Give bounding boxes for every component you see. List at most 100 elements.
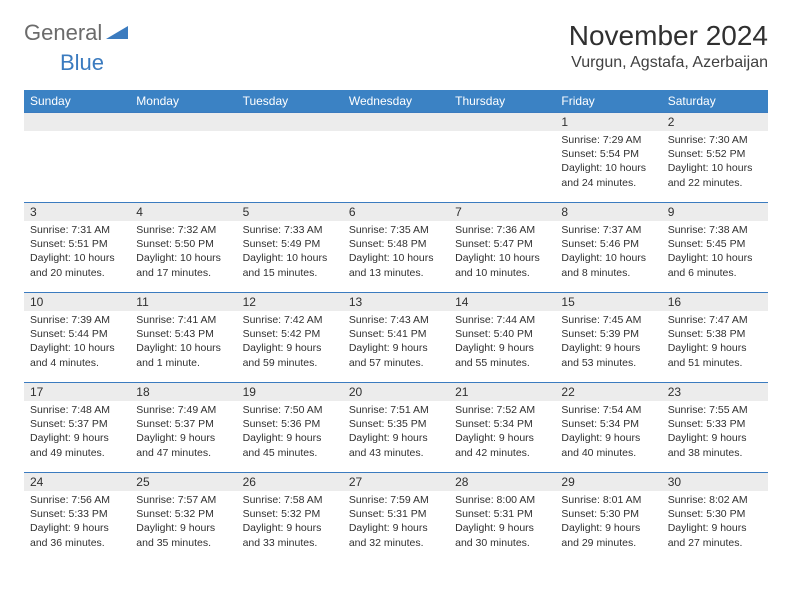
daylight-text: Daylight: 9 hours and 47 minutes. xyxy=(136,431,230,459)
sunrise-text: Sunrise: 7:42 AM xyxy=(243,313,337,327)
day-content: Sunrise: 7:44 AMSunset: 5:40 PMDaylight:… xyxy=(449,311,555,374)
day-number xyxy=(237,113,343,131)
day-content: Sunrise: 7:52 AMSunset: 5:34 PMDaylight:… xyxy=(449,401,555,464)
sunset-text: Sunset: 5:35 PM xyxy=(349,417,443,431)
daylight-text: Daylight: 9 hours and 43 minutes. xyxy=(349,431,443,459)
day-number: 4 xyxy=(130,203,236,221)
day-number: 21 xyxy=(449,383,555,401)
sunset-text: Sunset: 5:54 PM xyxy=(561,147,655,161)
calendar-day-cell: 11Sunrise: 7:41 AMSunset: 5:43 PMDayligh… xyxy=(130,293,236,383)
day-header: Saturday xyxy=(662,90,768,113)
day-content: Sunrise: 7:32 AMSunset: 5:50 PMDaylight:… xyxy=(130,221,236,284)
day-content: Sunrise: 7:45 AMSunset: 5:39 PMDaylight:… xyxy=(555,311,661,374)
day-content: Sunrise: 7:57 AMSunset: 5:32 PMDaylight:… xyxy=(130,491,236,554)
sunrise-text: Sunrise: 7:49 AM xyxy=(136,403,230,417)
sunset-text: Sunset: 5:40 PM xyxy=(455,327,549,341)
calendar-day-cell: 8Sunrise: 7:37 AMSunset: 5:46 PMDaylight… xyxy=(555,203,661,293)
daylight-text: Daylight: 9 hours and 38 minutes. xyxy=(668,431,762,459)
logo-triangle-icon xyxy=(106,23,128,44)
sunrise-text: Sunrise: 7:32 AM xyxy=(136,223,230,237)
daylight-text: Daylight: 9 hours and 53 minutes. xyxy=(561,341,655,369)
day-content xyxy=(130,131,236,191)
sunset-text: Sunset: 5:42 PM xyxy=(243,327,337,341)
calendar-day-cell: 29Sunrise: 8:01 AMSunset: 5:30 PMDayligh… xyxy=(555,473,661,563)
calendar-week-row: 17Sunrise: 7:48 AMSunset: 5:37 PMDayligh… xyxy=(24,383,768,473)
sunset-text: Sunset: 5:33 PM xyxy=(668,417,762,431)
daylight-text: Daylight: 10 hours and 15 minutes. xyxy=(243,251,337,279)
calendar-table: SundayMondayTuesdayWednesdayThursdayFrid… xyxy=(24,90,768,563)
day-number xyxy=(24,113,130,131)
day-content: Sunrise: 7:59 AMSunset: 5:31 PMDaylight:… xyxy=(343,491,449,554)
sunset-text: Sunset: 5:30 PM xyxy=(668,507,762,521)
day-content: Sunrise: 8:00 AMSunset: 5:31 PMDaylight:… xyxy=(449,491,555,554)
day-content xyxy=(24,131,130,191)
calendar-day-cell: 21Sunrise: 7:52 AMSunset: 5:34 PMDayligh… xyxy=(449,383,555,473)
day-header: Friday xyxy=(555,90,661,113)
sunset-text: Sunset: 5:50 PM xyxy=(136,237,230,251)
calendar-day-cell xyxy=(449,113,555,203)
day-number: 17 xyxy=(24,383,130,401)
day-header: Tuesday xyxy=(237,90,343,113)
calendar-day-cell: 13Sunrise: 7:43 AMSunset: 5:41 PMDayligh… xyxy=(343,293,449,383)
calendar-day-cell: 12Sunrise: 7:42 AMSunset: 5:42 PMDayligh… xyxy=(237,293,343,383)
sunset-text: Sunset: 5:47 PM xyxy=(455,237,549,251)
calendar-week-row: 3Sunrise: 7:31 AMSunset: 5:51 PMDaylight… xyxy=(24,203,768,293)
calendar-day-cell: 2Sunrise: 7:30 AMSunset: 5:52 PMDaylight… xyxy=(662,113,768,203)
calendar-day-cell: 14Sunrise: 7:44 AMSunset: 5:40 PMDayligh… xyxy=(449,293,555,383)
daylight-text: Daylight: 10 hours and 1 minute. xyxy=(136,341,230,369)
daylight-text: Daylight: 9 hours and 35 minutes. xyxy=(136,521,230,549)
day-number: 13 xyxy=(343,293,449,311)
daylight-text: Daylight: 9 hours and 27 minutes. xyxy=(668,521,762,549)
day-content: Sunrise: 7:33 AMSunset: 5:49 PMDaylight:… xyxy=(237,221,343,284)
calendar-day-cell: 1Sunrise: 7:29 AMSunset: 5:54 PMDaylight… xyxy=(555,113,661,203)
daylight-text: Daylight: 9 hours and 45 minutes. xyxy=(243,431,337,459)
sunset-text: Sunset: 5:44 PM xyxy=(30,327,124,341)
sunrise-text: Sunrise: 7:43 AM xyxy=(349,313,443,327)
day-content: Sunrise: 7:30 AMSunset: 5:52 PMDaylight:… xyxy=(662,131,768,194)
day-number: 30 xyxy=(662,473,768,491)
calendar-day-cell: 15Sunrise: 7:45 AMSunset: 5:39 PMDayligh… xyxy=(555,293,661,383)
location-subtitle: Vurgun, Agstafa, Azerbaijan xyxy=(569,54,768,72)
daylight-text: Daylight: 10 hours and 20 minutes. xyxy=(30,251,124,279)
day-content: Sunrise: 7:47 AMSunset: 5:38 PMDaylight:… xyxy=(662,311,768,374)
sunrise-text: Sunrise: 7:52 AM xyxy=(455,403,549,417)
daylight-text: Daylight: 9 hours and 59 minutes. xyxy=(243,341,337,369)
sunrise-text: Sunrise: 7:38 AM xyxy=(668,223,762,237)
day-content: Sunrise: 7:48 AMSunset: 5:37 PMDaylight:… xyxy=(24,401,130,464)
day-content: Sunrise: 7:35 AMSunset: 5:48 PMDaylight:… xyxy=(343,221,449,284)
calendar-day-cell: 6Sunrise: 7:35 AMSunset: 5:48 PMDaylight… xyxy=(343,203,449,293)
sunset-text: Sunset: 5:52 PM xyxy=(668,147,762,161)
day-content xyxy=(449,131,555,191)
daylight-text: Daylight: 9 hours and 55 minutes. xyxy=(455,341,549,369)
day-number: 11 xyxy=(130,293,236,311)
sunset-text: Sunset: 5:34 PM xyxy=(561,417,655,431)
sunset-text: Sunset: 5:36 PM xyxy=(243,417,337,431)
sunrise-text: Sunrise: 7:45 AM xyxy=(561,313,655,327)
day-number: 29 xyxy=(555,473,661,491)
daylight-text: Daylight: 10 hours and 24 minutes. xyxy=(561,161,655,189)
day-number: 14 xyxy=(449,293,555,311)
day-number: 1 xyxy=(555,113,661,131)
day-content: Sunrise: 7:38 AMSunset: 5:45 PMDaylight:… xyxy=(662,221,768,284)
sunset-text: Sunset: 5:37 PM xyxy=(136,417,230,431)
day-content: Sunrise: 7:37 AMSunset: 5:46 PMDaylight:… xyxy=(555,221,661,284)
calendar-day-cell: 30Sunrise: 8:02 AMSunset: 5:30 PMDayligh… xyxy=(662,473,768,563)
day-header: Thursday xyxy=(449,90,555,113)
day-content: Sunrise: 7:42 AMSunset: 5:42 PMDaylight:… xyxy=(237,311,343,374)
sunrise-text: Sunrise: 7:54 AM xyxy=(561,403,655,417)
day-number: 19 xyxy=(237,383,343,401)
calendar-week-row: 24Sunrise: 7:56 AMSunset: 5:33 PMDayligh… xyxy=(24,473,768,563)
daylight-text: Daylight: 10 hours and 8 minutes. xyxy=(561,251,655,279)
day-number: 27 xyxy=(343,473,449,491)
sunset-text: Sunset: 5:32 PM xyxy=(243,507,337,521)
day-content: Sunrise: 7:49 AMSunset: 5:37 PMDaylight:… xyxy=(130,401,236,464)
daylight-text: Daylight: 9 hours and 57 minutes. xyxy=(349,341,443,369)
calendar-day-cell: 3Sunrise: 7:31 AMSunset: 5:51 PMDaylight… xyxy=(24,203,130,293)
daylight-text: Daylight: 9 hours and 40 minutes. xyxy=(561,431,655,459)
day-number: 8 xyxy=(555,203,661,221)
sunrise-text: Sunrise: 7:37 AM xyxy=(561,223,655,237)
day-header: Sunday xyxy=(24,90,130,113)
sunset-text: Sunset: 5:46 PM xyxy=(561,237,655,251)
calendar-day-cell: 9Sunrise: 7:38 AMSunset: 5:45 PMDaylight… xyxy=(662,203,768,293)
sunset-text: Sunset: 5:32 PM xyxy=(136,507,230,521)
